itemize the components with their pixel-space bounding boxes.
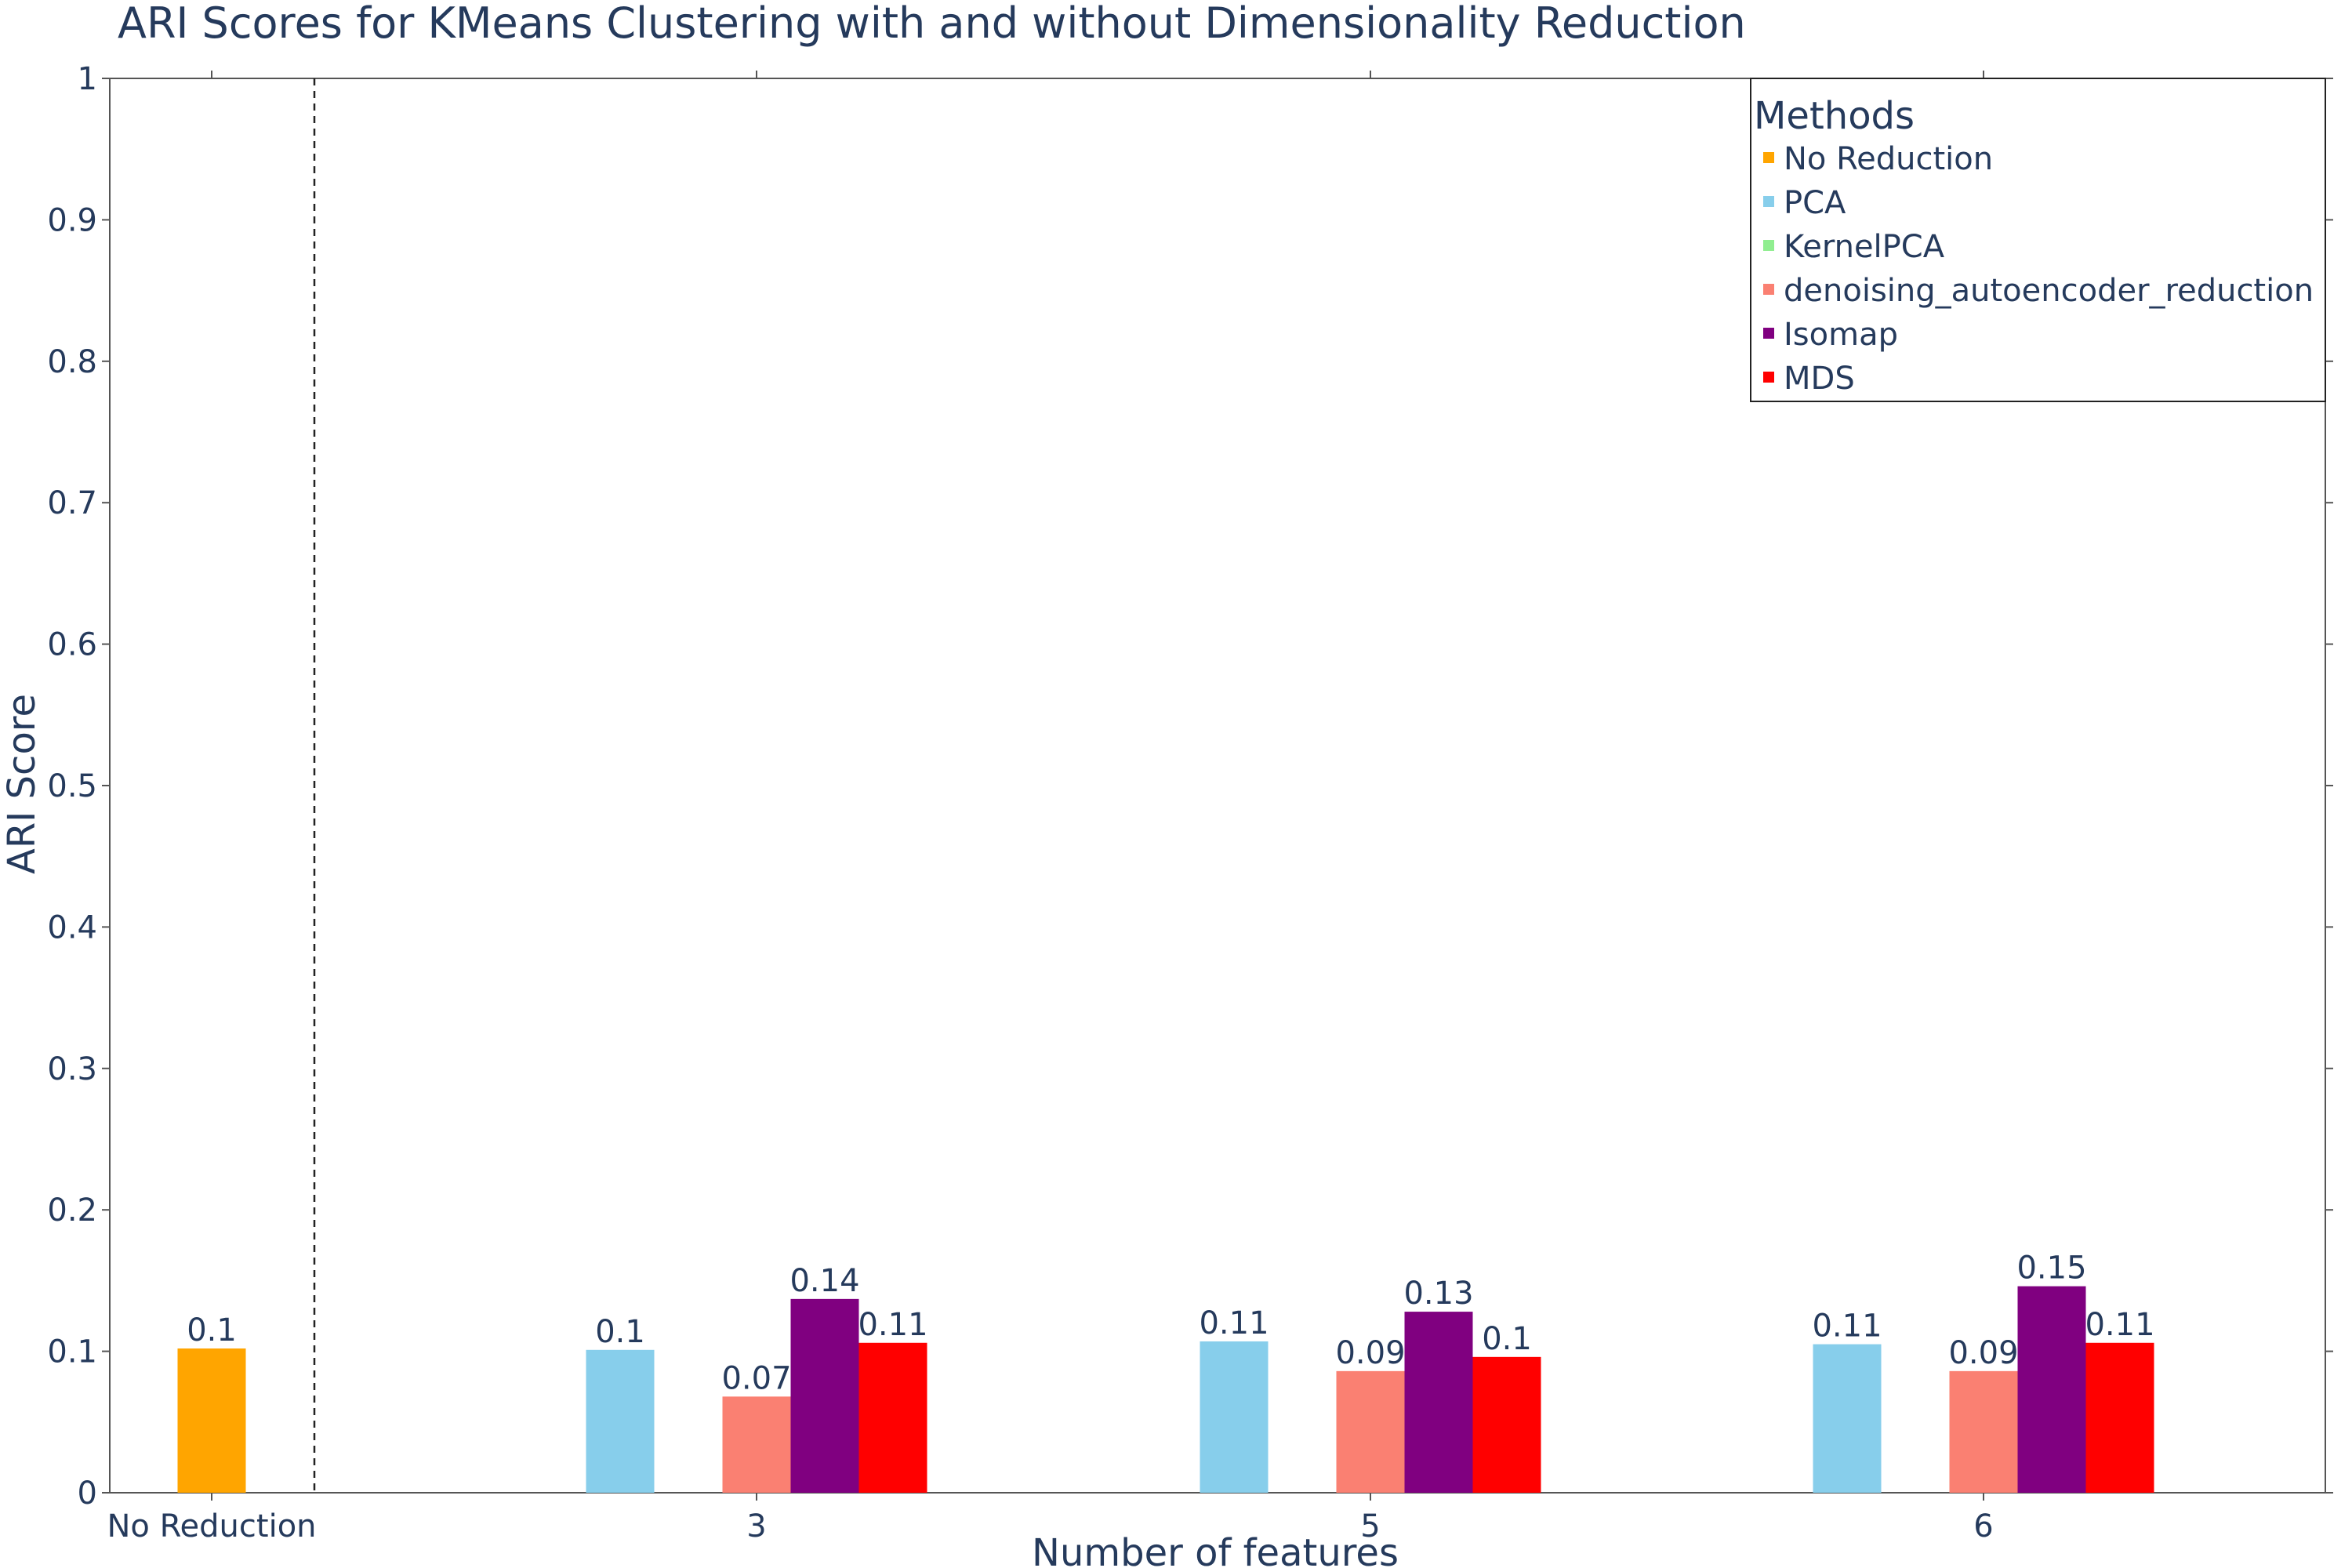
x-tick-label: No Reduction [107, 1508, 316, 1544]
bar-denoising-autoencoder-reduction [1336, 1370, 1405, 1493]
legend-entry: KernelPCA [1784, 229, 1945, 265]
legend-swatch [1763, 372, 1774, 383]
y-tick-label: 0.8 [47, 344, 97, 380]
data-label: 0.11 [2085, 1307, 2154, 1343]
data-label: 0.11 [1199, 1305, 1269, 1341]
data-label: 0.07 [721, 1360, 791, 1396]
data-label: 0.13 [1403, 1276, 1473, 1312]
y-tick-label: 0 [78, 1475, 97, 1512]
data-label: 0.15 [2016, 1250, 2086, 1287]
bar-isomap [790, 1298, 859, 1493]
legend-swatch [1763, 196, 1774, 207]
y-tick-label: 0.2 [47, 1192, 97, 1229]
legend-swatch [1763, 328, 1774, 339]
y-tick-label: 0.9 [47, 202, 97, 238]
legend-entry: No Reduction [1784, 141, 1993, 177]
chart-title: ARI Scores for KMeans Clustering with an… [118, 0, 1746, 48]
legend-title: Methods [1754, 94, 1915, 138]
y-tick-label: 0.7 [47, 485, 97, 521]
data-label: 0.1 [1482, 1321, 1532, 1357]
bar-no-reduction [177, 1348, 246, 1493]
data-label: 0.09 [1335, 1335, 1405, 1371]
bar-denoising-autoencoder-reduction [722, 1396, 791, 1493]
data-label: 0.1 [595, 1314, 645, 1350]
bar-pca [1200, 1341, 1269, 1493]
bar-isomap [2017, 1286, 2086, 1493]
x-tick-label: 3 [746, 1508, 766, 1544]
data-label: 0.11 [858, 1307, 927, 1343]
x-tick-label: 5 [1360, 1508, 1380, 1544]
bar-mds [858, 1342, 927, 1493]
legend-entry: PCA [1784, 185, 1846, 221]
y-tick-label: 0.6 [47, 627, 97, 663]
y-tick-label: 1 [78, 61, 97, 97]
legend-swatch [1763, 240, 1774, 251]
legend-entry: MDS [1784, 361, 1855, 397]
data-label: 0.1 [187, 1312, 237, 1348]
legend-swatch [1763, 152, 1774, 163]
y-axis-label: ARI Score [0, 694, 44, 874]
x-axis-label: Number of features [1032, 1531, 1399, 1568]
bar-isomap [1404, 1312, 1473, 1493]
y-tick-label: 0.4 [47, 909, 97, 946]
legend-swatch [1763, 284, 1774, 295]
bar-denoising-autoencoder-reduction [1949, 1370, 2018, 1493]
y-tick-label: 0.5 [47, 768, 97, 804]
bar-pca [586, 1349, 655, 1493]
bar-mds [1472, 1356, 1541, 1493]
x-tick-label: 6 [1973, 1508, 1993, 1544]
plot-area: 0 0.1 0.2 0.3 0.4 0.5 0.6 0.7 0.8 0.9 1 No Reductio… [47, 61, 2333, 1544]
bar-mds [2085, 1342, 2154, 1493]
data-label: 0.14 [789, 1263, 859, 1299]
data-label: 0.11 [1812, 1308, 1882, 1345]
legend-box [1750, 78, 2326, 402]
data-label: 0.09 [1948, 1335, 2018, 1371]
legend-entry: denoising_autoencoder_reduction [1784, 273, 2314, 309]
bar-pca [1813, 1344, 1882, 1493]
y-tick-label: 0.1 [47, 1334, 97, 1370]
legend-entry: Isomap [1784, 317, 1898, 353]
y-tick-label: 0.3 [47, 1051, 97, 1087]
